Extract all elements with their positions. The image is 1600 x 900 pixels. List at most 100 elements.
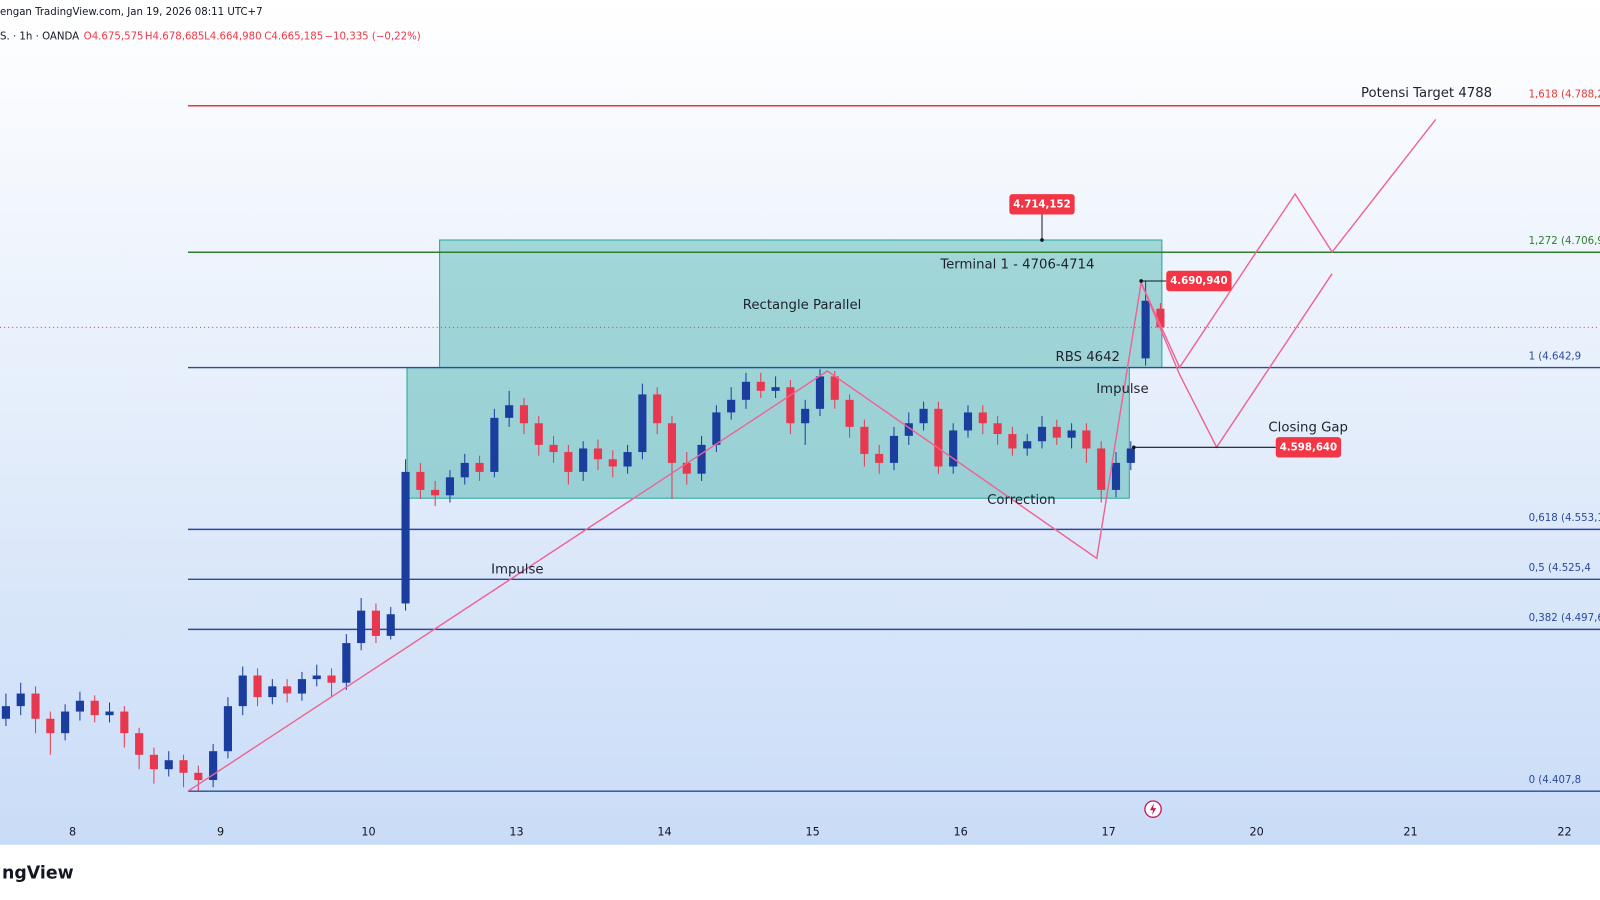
candle-body	[815, 376, 825, 409]
candle-body	[1023, 441, 1032, 449]
candle-body	[801, 408, 810, 424]
x-tick-label: 17	[1101, 826, 1115, 839]
x-tick-label: 14	[657, 826, 671, 839]
candle-body	[579, 448, 588, 472]
candle-body	[756, 381, 765, 391]
projection-path	[187, 282, 1142, 792]
annotation: Rectangle Parallel	[743, 298, 862, 313]
price-label-box	[1009, 194, 1075, 215]
candle-body	[445, 477, 455, 496]
price-label-text: 4.714,152	[1013, 199, 1070, 210]
candle-body	[1141, 300, 1150, 359]
price-label-box	[1275, 437, 1342, 458]
price-label-box	[1166, 270, 1232, 292]
candle-body	[638, 394, 647, 453]
fib-level-label: 1,272 (4.706,9	[1529, 236, 1600, 247]
x-tick-label: 9	[217, 826, 224, 839]
footer-background	[0, 844, 1600, 900]
candle-body	[16, 693, 25, 707]
candle-body	[505, 405, 514, 418]
candle-body	[386, 614, 395, 636]
ohlc-low: L4.664,980	[204, 32, 262, 43]
candle-body	[741, 381, 751, 400]
candle-body	[860, 426, 869, 454]
candle-body	[653, 394, 662, 424]
candle-body	[342, 643, 351, 683]
fib-level-label: 0 (4.407,8	[1529, 775, 1582, 786]
candle-body	[697, 444, 706, 474]
zone-rectangle	[439, 239, 1163, 369]
logo-text: ngView	[2, 863, 74, 883]
candle-body	[490, 417, 499, 472]
fib-level-label: 0,5 (4.525,4	[1529, 563, 1591, 574]
ohlc-high: H4.678,685	[145, 32, 205, 43]
candle-body	[238, 675, 247, 707]
candle-body	[179, 760, 188, 773]
annotation: RBS 4642	[1056, 350, 1120, 365]
candle-body	[919, 408, 928, 424]
fib-level-label: 0,382 (4.497,6	[1529, 613, 1600, 624]
projection-path	[1140, 118, 1437, 369]
candle-body	[845, 399, 854, 427]
candle-body	[889, 435, 899, 463]
candle-body	[978, 412, 987, 424]
candle-body	[934, 408, 943, 467]
candle-body	[61, 711, 70, 734]
candle-body	[135, 733, 144, 755]
alert-icon[interactable]	[1144, 800, 1162, 819]
x-tick-label: 15	[805, 826, 819, 839]
candle-body	[1097, 448, 1106, 490]
annotation: Terminal 1 - 4706-4714	[939, 257, 1094, 272]
ohlc-open: O4.675,575	[84, 32, 144, 43]
x-tick-label: 10	[361, 826, 375, 839]
candle-body	[1082, 430, 1091, 449]
price-label-text: 4.598,640	[1280, 442, 1337, 453]
candle-body	[371, 610, 381, 636]
candle-body	[771, 387, 780, 391]
candle-body	[283, 686, 292, 694]
candle-body	[623, 452, 632, 467]
ohlc-change: −10,335 (−0,22%)	[324, 32, 420, 43]
candle-body	[312, 675, 321, 680]
candle-body	[1037, 426, 1047, 442]
projection-path	[1140, 273, 1333, 449]
fib-level-label: 1,618 (4.788,2	[1529, 90, 1600, 101]
candle-body	[593, 448, 603, 460]
candle-body	[549, 444, 558, 453]
price-label-anchor	[1139, 279, 1144, 283]
annotation: Impulse	[491, 562, 543, 577]
price-label-anchor	[1040, 238, 1044, 242]
annotation: Potensi Target 4788	[1361, 86, 1492, 101]
x-tick-label: 8	[69, 826, 76, 839]
header-text: engan TradingView.com, Jan 19, 2026 08:1…	[0, 7, 263, 18]
candle-body	[401, 471, 410, 604]
candle-body	[1156, 308, 1165, 328]
candle-body	[475, 462, 484, 472]
price-label-anchor	[1131, 445, 1136, 450]
candle-body	[830, 376, 839, 400]
candle-body	[727, 399, 736, 413]
price-label-text: 4.690,940	[1170, 276, 1227, 287]
candle-body	[1, 706, 10, 719]
candle-body	[253, 675, 262, 698]
fib-level-label: 0,618 (4.553,1	[1529, 513, 1600, 524]
candle-body	[904, 423, 913, 436]
candle-body	[875, 453, 884, 463]
candle-body	[1111, 462, 1121, 490]
candle-body	[431, 489, 440, 496]
candle-body	[949, 430, 958, 467]
candle-body	[608, 459, 617, 467]
candle-body	[1008, 434, 1017, 449]
candle-body	[209, 751, 218, 781]
candle-body	[667, 423, 677, 463]
candle-body	[194, 772, 203, 781]
candle-body	[1126, 448, 1135, 463]
candle-body	[416, 471, 425, 490]
candle-body	[712, 412, 721, 445]
candle-body	[963, 412, 973, 431]
candle-body	[993, 423, 1002, 435]
candle-body	[534, 423, 543, 445]
candle-body	[90, 700, 99, 716]
x-tick-label: 21	[1403, 826, 1417, 839]
